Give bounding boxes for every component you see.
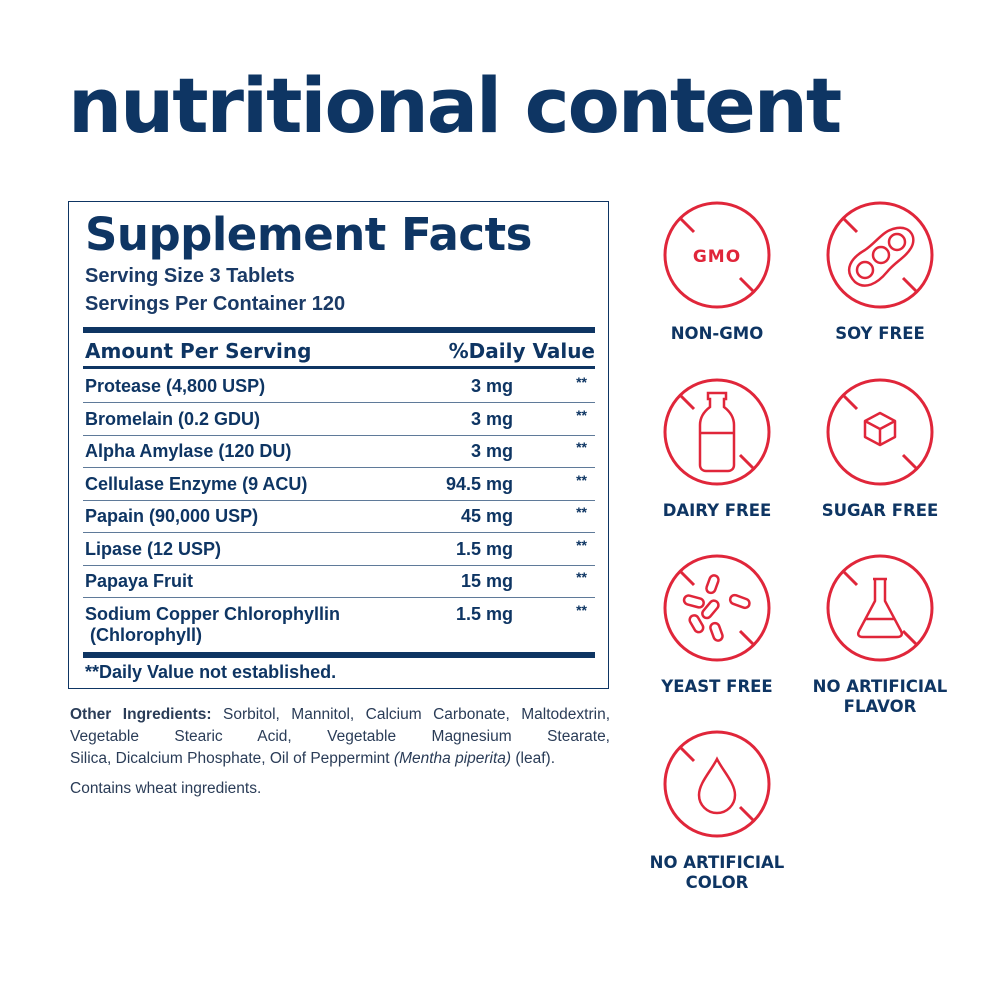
ingredient-name: Bromelain (0.2 GDU) [85,408,261,429]
thick-divider [83,652,595,658]
badge-sugar-free: SUGAR FREE [800,377,960,521]
ingredient-row: Cellulase Enzyme (9 ACU) 94.5 mg ** [83,468,595,501]
servings-per-container: Servings Per Container 120 [85,293,346,315]
badge-label: NO ARTIFICIAL COLOR [649,853,785,892]
ingredient-row: Protease (4,800 USP) 3 mg ** [83,370,595,403]
ingredients-text: (leaf). [511,750,556,767]
ingredient-daily-value: ** [576,471,587,488]
no-yeast-icon [663,554,771,662]
ingredient-name: Papain (90,000 USP) [85,506,259,526]
ingredient-amount: 94.5 mg [445,473,513,494]
other-ingredients: Other Ingredients: Sorbitol, Mannitol, C… [70,704,610,748]
ingredient-daily-value: ** [576,536,587,553]
ingredient-daily-value: ** [576,374,587,390]
other-ingredients-text: Sorbitol, Mannitol, Calcium Carbonate, M… [70,706,610,745]
ingredient-name: Alpha Amylase (120 DU) [85,441,292,461]
ingredient-amount: 15 mg [460,571,513,591]
badge-yeast-free: YEAST FREE [637,553,797,697]
supplement-facts-panel: Supplement Facts Serving Size 3 Tablets … [68,201,609,689]
ingredient-name: Sodium Copper Chlorophyllin (Chlorophyll… [85,603,340,645]
badge-label: DAIRY FREE [662,501,772,520]
ingredient-row: Bromelain (0.2 GDU) 3 mg ** [83,403,595,436]
ingredient-row: Lipase (12 USP) 1.5 mg ** [83,533,595,566]
thick-divider [83,327,595,333]
ingredient-row: Alpha Amylase (120 DU) 3 mg ** [83,435,595,468]
other-ingredients-line2: Silica, Dicalcium Phosphate, Oil of Pepp… [70,748,610,770]
ingredient-row: Papaya Fruit 15 mg ** [83,565,595,598]
ingredient-amount: 45 mg [460,506,513,526]
badge-dairy-free: DAIRY FREE [637,377,797,521]
ingredient-name: Papaya Fruit [85,571,194,591]
ingredient-daily-value: ** [576,569,587,585]
ingredient-row: Sodium Copper Chlorophyllin (Chlorophyll… [83,598,595,645]
ingredient-daily-value: ** [576,504,587,520]
no-gmo-icon: GMO [663,201,771,309]
badge-label: SOY FREE [835,324,925,343]
badge-soy-free: SOY FREE [800,200,960,344]
header-daily-value: %Daily Value [448,339,595,363]
no-artificial-flavor-icon [826,554,934,662]
ingredient-amount: 3 mg [470,376,513,396]
header-amount: Amount Per Serving [85,339,312,363]
badge-non-gmo: GMO NON-GMO [637,200,797,344]
badge-label: NO ARTIFICIAL FLAVOR [812,677,948,716]
ingredient-amount: 3 mg [470,441,513,461]
ingredient-daily-value: ** [576,439,587,455]
no-soy-icon [826,201,934,309]
badge-label: SUGAR FREE [821,501,939,520]
ingredient-name: Protease (4,800 USP) [85,376,266,396]
badge-label: NON-GMO [670,324,764,343]
page-title: nutritional content [68,61,842,150]
ingredient-row: Papain (90,000 USP) 45 mg ** [83,500,595,533]
badge-label: YEAST FREE [661,677,773,696]
serving-size: Serving Size 3 Tablets [85,265,295,287]
ingredient-daily-value: ** [576,601,587,618]
ingredient-daily-value: ** [576,406,587,423]
header-divider [83,366,595,369]
ingredient-amount: 1.5 mg [455,538,513,559]
badge-no-artificial: NO ARTIFICIAL COLOR [637,729,797,893]
facts-title: Supplement Facts [85,208,532,261]
ingredient-name: Lipase (12 USP) [85,538,222,559]
no-sugar-icon [826,378,934,486]
allergen-statement: Contains wheat ingredients. [70,780,262,797]
footnote: **Daily Value not established. [85,662,337,682]
ingredient-name: Cellulase Enzyme (9 ACU) [85,473,308,494]
latin-name: (Mentha piperita) [393,750,512,767]
badge-no-artificial: NO ARTIFICIAL FLAVOR [800,553,960,717]
ingredient-amount: 1.5 mg [455,603,513,624]
other-ingredients-label: Other Ingredients: [70,706,212,723]
svg-text:GMO: GMO [693,247,741,267]
no-artificial-color-icon [663,730,771,838]
ingredients-text: Silica, Dicalcium Phosphate, Oil of Pepp… [70,750,394,767]
no-dairy-icon [663,378,771,486]
ingredient-amount: 3 mg [470,408,513,429]
